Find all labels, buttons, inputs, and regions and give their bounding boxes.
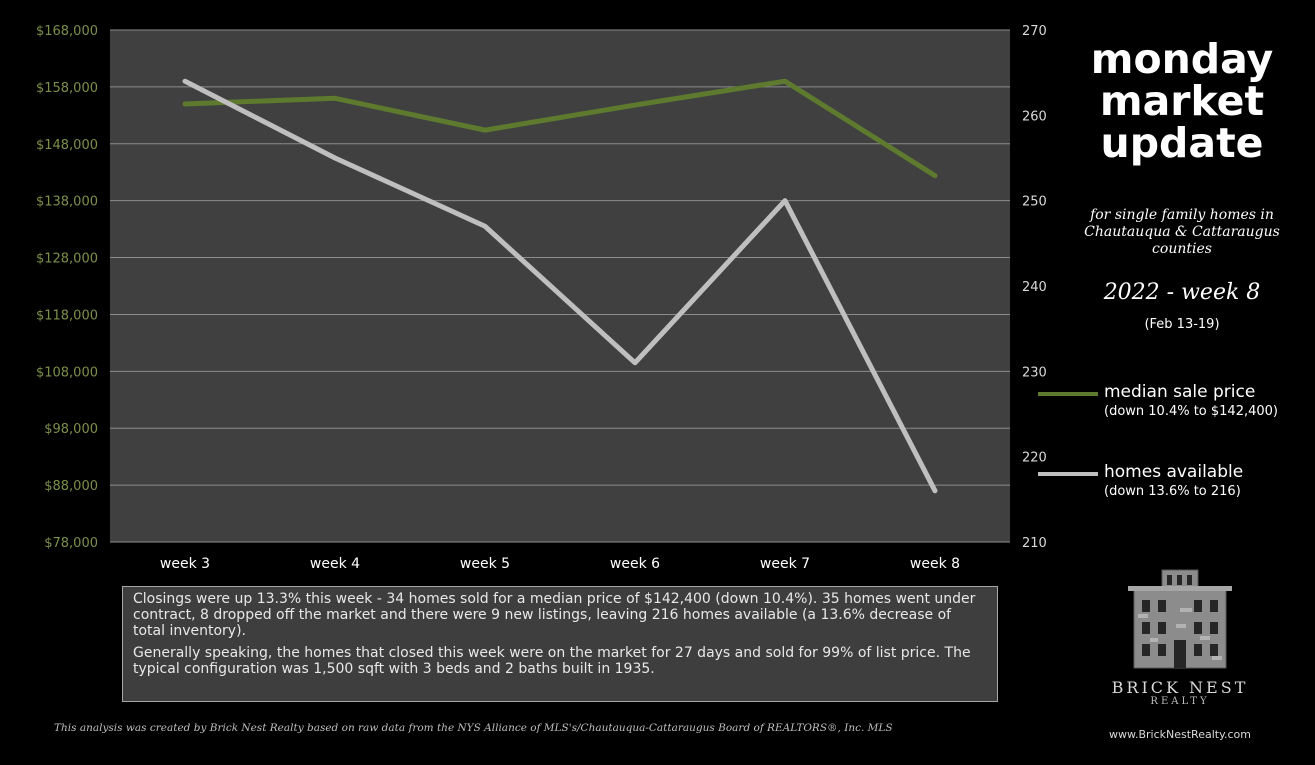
left-tick-label: $98,000 xyxy=(44,422,98,437)
x-tick-label: week 3 xyxy=(160,556,210,572)
x-tick-label: week 4 xyxy=(310,556,360,572)
footer-note: This analysis was created by Brick Nest … xyxy=(54,722,893,734)
legend-note: (down 10.4% to $142,400) xyxy=(1104,404,1278,419)
left-tick-label: $158,000 xyxy=(36,81,98,96)
left-tick-label: $118,000 xyxy=(36,308,98,323)
legend-note: (down 13.6% to 216) xyxy=(1104,484,1241,499)
legend-label: homes available xyxy=(1104,462,1244,482)
chart-title: monday market update xyxy=(1062,38,1302,164)
series-layer xyxy=(182,78,938,494)
right-tick-label: 210 xyxy=(1022,536,1047,551)
line-chart: $78,000 $88,000 $98,000 $108,000 $118,000 $12… xyxy=(36,24,1047,572)
house-icon xyxy=(1128,569,1232,669)
series-line-homes-available xyxy=(182,78,938,494)
report-dates: (Feb 13-19) xyxy=(1144,317,1220,332)
right-tick-label: 260 xyxy=(1022,109,1047,124)
left-tick-label: $168,000 xyxy=(36,24,98,39)
summary-paragraph-2: Generally speaking, the homes that close… xyxy=(133,645,971,677)
title-line-3: update xyxy=(1100,119,1264,167)
x-tick-label: week 6 xyxy=(610,556,660,572)
right-tick-label: 220 xyxy=(1022,451,1047,466)
x-tick-label: week 5 xyxy=(460,556,510,572)
left-tick-label: $78,000 xyxy=(44,536,98,551)
title-line-2: market xyxy=(1099,77,1265,125)
summary-paragraph-1: Closings were up 13.3% this week - 34 ho… xyxy=(133,591,976,639)
left-axis-ticks: $78,000 $88,000 $98,000 $108,000 $118,000 $12… xyxy=(36,24,98,551)
brand-logo: BRICK NEST REALTY www.BrickNestRealty.co… xyxy=(1100,566,1260,746)
brand-name: BRICK NEST xyxy=(1111,678,1249,697)
title-line-1: monday xyxy=(1090,35,1274,83)
plot-area xyxy=(110,30,1010,542)
left-tick-label: $88,000 xyxy=(44,479,98,494)
report-period: 2022 - week 8 xyxy=(1103,280,1261,305)
brand-subtitle: REALTY xyxy=(1150,696,1210,707)
chart-subtitle: for single family homes in Chautauqua & … xyxy=(1084,207,1280,257)
summary-box: Closings were up 13.3% this week - 34 ho… xyxy=(122,586,998,702)
gridlines xyxy=(110,29,1010,543)
x-axis-ticks: week 3 week 4 week 5 week 6 week 7 week 8 xyxy=(160,556,960,572)
right-tick-label: 240 xyxy=(1022,280,1047,295)
x-tick-label: week 7 xyxy=(760,556,810,572)
left-tick-label: $108,000 xyxy=(36,365,98,380)
left-tick-label: $138,000 xyxy=(36,195,98,210)
brand-url: www.BrickNestRealty.com xyxy=(1108,728,1252,741)
legend-label: median sale price xyxy=(1104,382,1256,402)
legend-swatch-homes-available xyxy=(1038,472,1098,476)
series-line-median-sale-price xyxy=(182,78,938,179)
right-tick-label: 230 xyxy=(1022,365,1047,380)
legend-swatch-median-sale-price xyxy=(1038,392,1098,396)
left-tick-label: $128,000 xyxy=(36,252,98,267)
left-tick-label: $148,000 xyxy=(36,138,98,153)
right-tick-label: 250 xyxy=(1022,195,1047,210)
x-tick-label: week 8 xyxy=(910,556,960,572)
right-axis-ticks: 210 220 230 240 250 260 270 xyxy=(1022,24,1047,551)
right-tick-label: 270 xyxy=(1022,24,1047,39)
